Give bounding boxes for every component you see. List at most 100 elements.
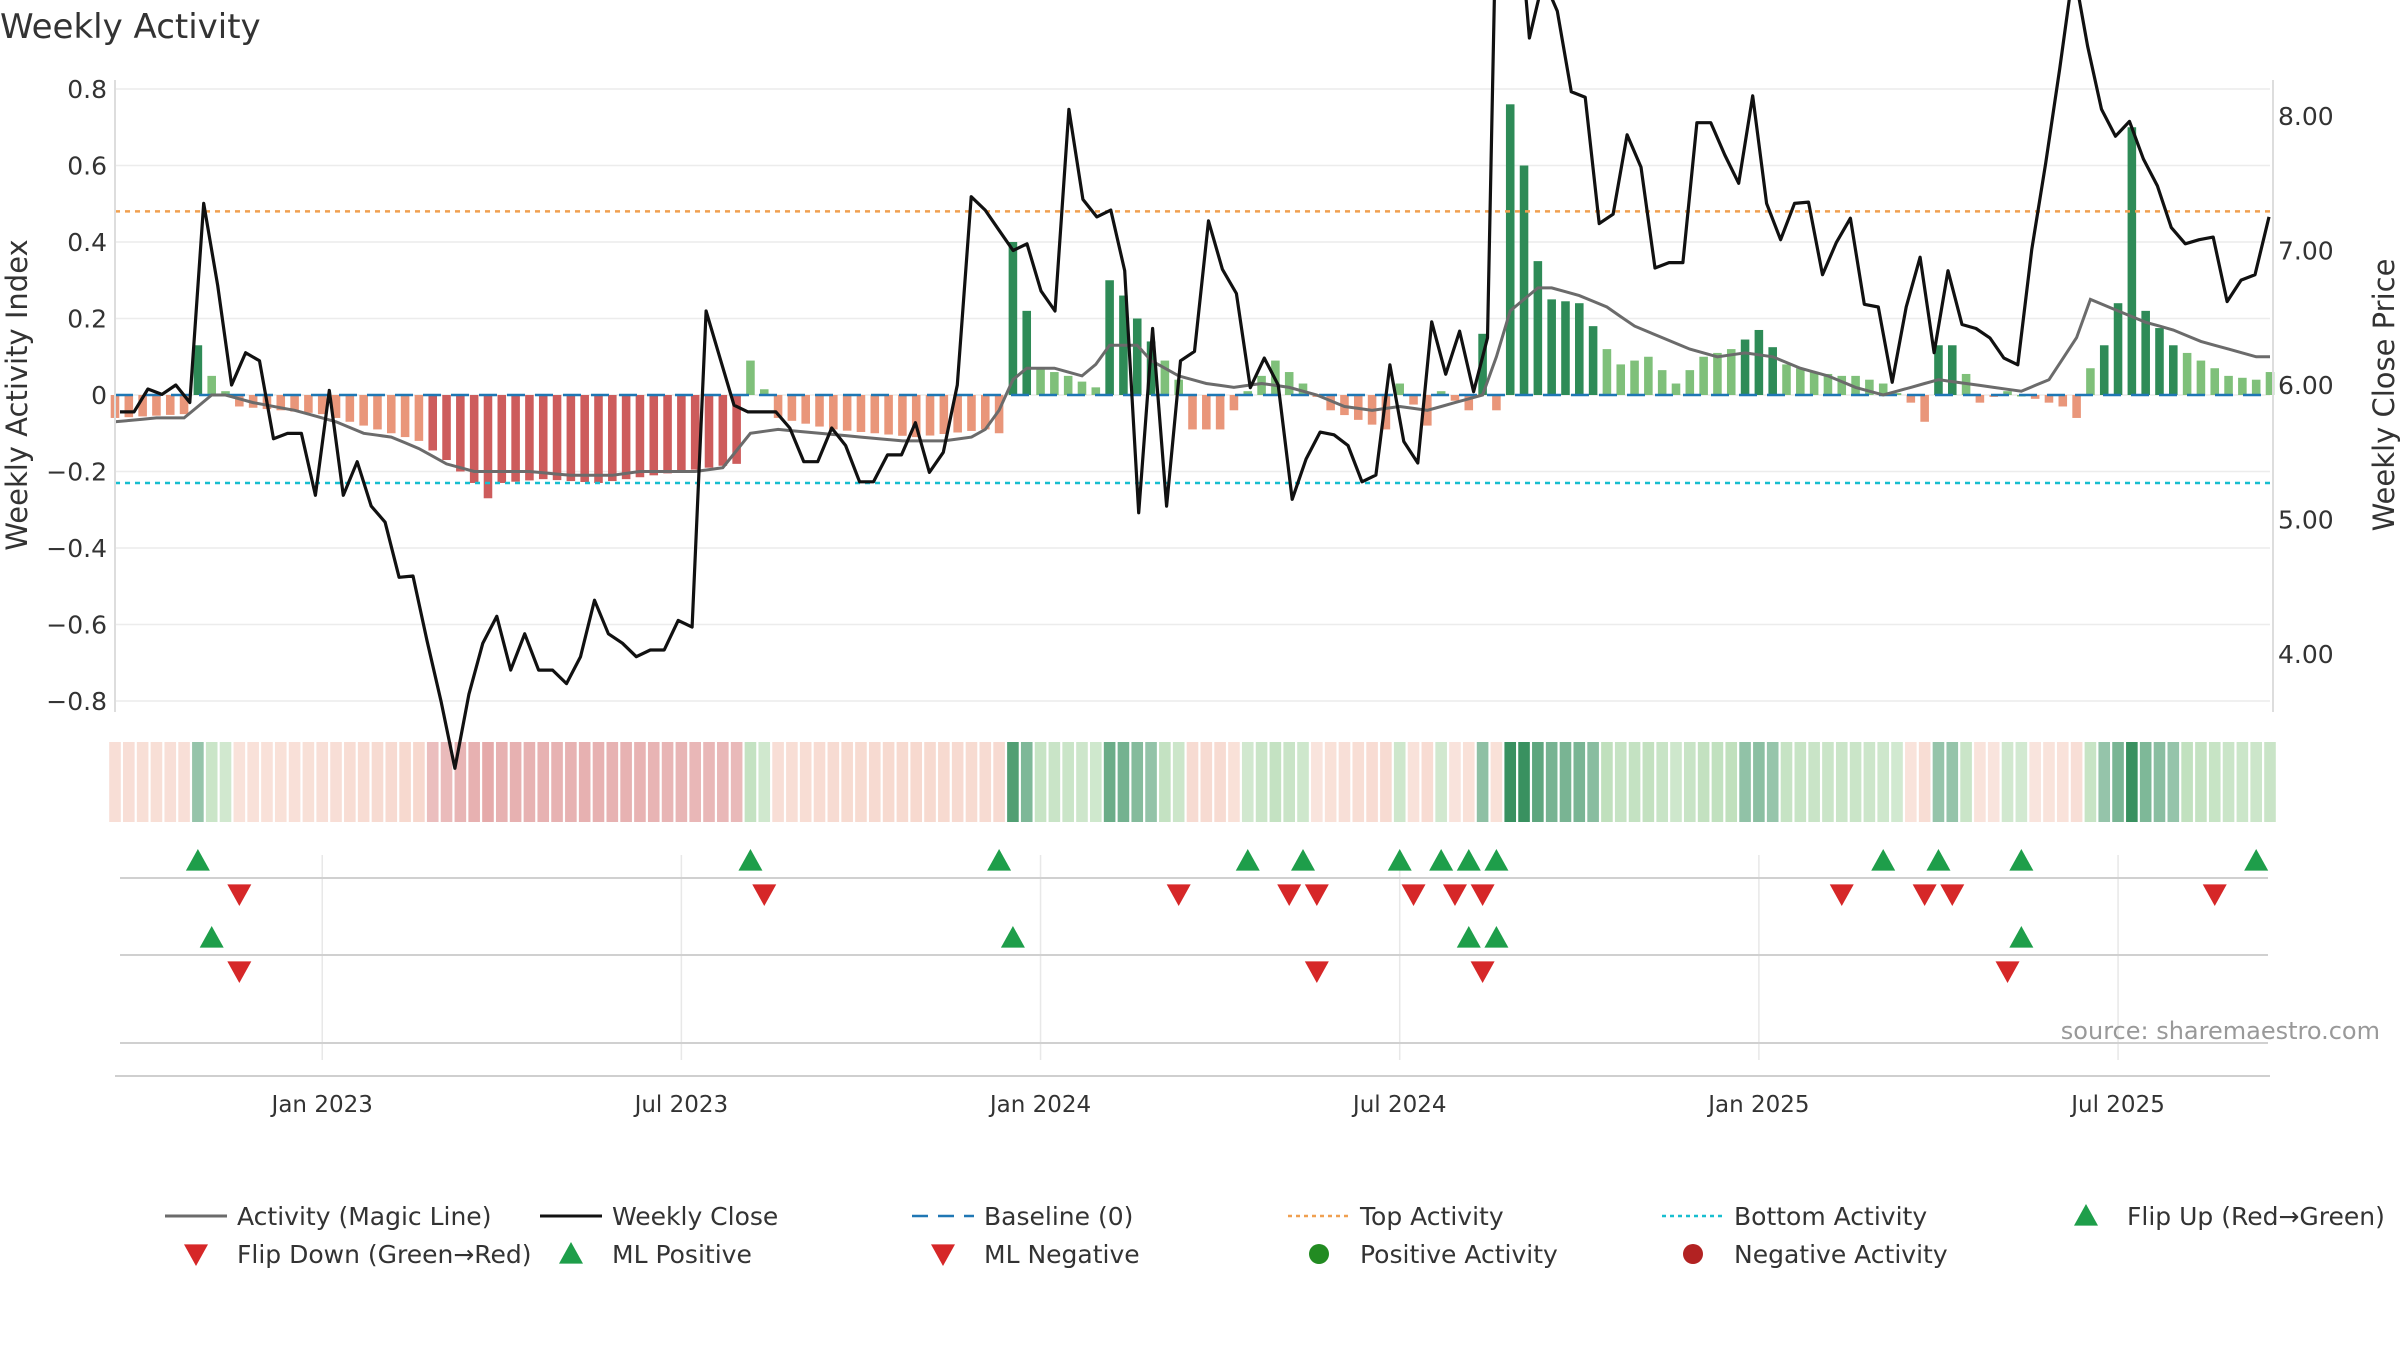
activity-bar — [2251, 379, 2261, 395]
activity-bar — [1920, 395, 1929, 422]
legend-label: ML Negative — [984, 1240, 1140, 1269]
activity-bar — [2155, 328, 2164, 395]
activity-bar — [345, 395, 355, 422]
heat-cell — [399, 742, 411, 822]
heat-cell — [1062, 742, 1074, 822]
heat-cell — [551, 742, 563, 822]
heat-cell — [1835, 742, 1848, 822]
activity-bar — [939, 395, 949, 435]
heat-cell — [509, 742, 522, 822]
activity-bar — [842, 395, 852, 431]
activity-bar — [1865, 379, 1874, 395]
heat-cell — [896, 742, 909, 822]
heat-cell — [1393, 742, 1406, 822]
activity-bar — [1906, 395, 1916, 403]
heat-cell — [1697, 742, 1710, 822]
heat-cell — [1462, 742, 1475, 822]
heat-cell — [979, 742, 992, 822]
heat-cell — [123, 742, 135, 822]
activity-bar — [1754, 329, 1764, 395]
activity-bar — [400, 395, 410, 438]
activity-bar — [953, 395, 962, 433]
activity-bar — [1892, 393, 1902, 395]
heat-cell — [1407, 742, 1420, 822]
heat-cell — [1711, 742, 1724, 822]
heat-cell — [1504, 742, 1517, 822]
signal-up-marker — [1291, 849, 1316, 871]
heat-cell — [1614, 742, 1627, 822]
activity-bar — [746, 360, 755, 395]
heat-cell — [413, 742, 425, 822]
activity-bar — [1326, 395, 1335, 411]
heat-cell — [910, 742, 923, 822]
heat-cell — [841, 742, 853, 822]
heat-cell — [1103, 742, 1116, 822]
activity-bar — [663, 395, 672, 474]
heat-cell — [1849, 742, 1862, 822]
signal-up-marker — [185, 849, 210, 871]
heat-cell — [1214, 742, 1226, 822]
activity-bar — [981, 395, 990, 430]
legend-label: Flip Up (Red→Green) — [2127, 1202, 2385, 1231]
heat-cell — [799, 742, 812, 822]
x-tick-label: Jul 2023 — [633, 1092, 729, 1118]
activity-bar — [1284, 372, 1294, 395]
heat-cell — [1573, 742, 1586, 822]
heat-cell — [1822, 742, 1834, 822]
activity-bar — [2030, 395, 2040, 399]
heat-cell — [2167, 742, 2180, 822]
activity-bar — [1519, 165, 1529, 395]
activity-bar — [359, 395, 368, 426]
heat-cell — [1283, 742, 1296, 822]
heat-cell — [109, 742, 121, 822]
signal-down-marker — [227, 961, 252, 983]
activity-bar — [207, 375, 216, 395]
activity-bar — [304, 395, 313, 413]
y-tick-right: 5.00 — [2278, 506, 2334, 535]
signal-up-marker — [1484, 849, 1509, 871]
y-tick-left: 0 — [91, 381, 107, 410]
activity-bar — [1685, 370, 1695, 395]
signal-up-marker — [1456, 926, 1481, 948]
legend-item: Baseline (0) — [912, 1202, 1133, 1231]
activity-bar — [1505, 104, 1515, 396]
activity-bar — [124, 395, 134, 418]
activity-bar — [2238, 377, 2247, 395]
heat-cell — [965, 742, 978, 822]
heat-cell — [440, 742, 453, 822]
heat-cell — [1255, 742, 1268, 822]
heat-cell — [2195, 742, 2207, 822]
heat-cell — [1172, 742, 1185, 822]
y-axis-right-label: Weekly Close Price — [2367, 259, 2400, 532]
signal-down-marker — [1166, 884, 1191, 906]
heat-cell — [1532, 742, 1544, 822]
heat-cell — [2208, 742, 2221, 822]
activity-bar — [1796, 368, 1805, 395]
activity-bar — [2072, 395, 2081, 418]
activity-bar — [1215, 395, 1225, 430]
heat-cell — [1076, 742, 1088, 822]
heat-cell — [592, 742, 605, 822]
activity-bar — [1947, 345, 1957, 395]
activity-bar — [1851, 375, 1860, 395]
activity-bar — [1063, 375, 1073, 395]
heat-cell — [136, 742, 149, 822]
y-tick-left: −0.4 — [46, 534, 107, 563]
heat-cell — [1131, 742, 1144, 822]
signal-down-marker — [1277, 884, 1302, 906]
heat-cell — [1628, 742, 1641, 822]
activity-bar — [1478, 333, 1487, 395]
heat-cell — [1932, 742, 1945, 822]
signal-down-marker — [1470, 961, 1495, 983]
heat-cell — [717, 742, 729, 822]
activity-bar — [456, 395, 465, 472]
heat-cell — [371, 742, 384, 822]
legend-item: Positive Activity — [1309, 1240, 1558, 1269]
heat-cell — [2015, 742, 2028, 822]
heat-cell — [1089, 742, 1102, 822]
activity-bar — [649, 395, 659, 476]
signal-down-marker — [1470, 884, 1495, 906]
signal-up-marker — [2244, 849, 2269, 871]
activity-bar — [1561, 301, 1570, 395]
legend-item: Activity (Magic Line) — [165, 1202, 491, 1231]
